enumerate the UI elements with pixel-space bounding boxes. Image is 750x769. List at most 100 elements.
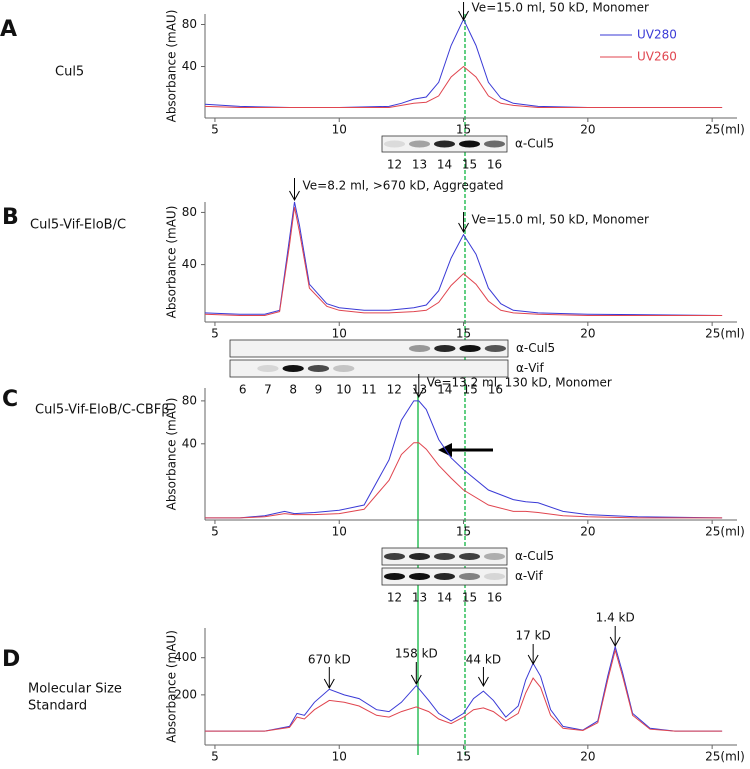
x-tick-label: 15 — [456, 123, 471, 137]
blot-band — [434, 345, 456, 352]
series-line — [205, 648, 723, 732]
legend-label: UV280 — [637, 28, 677, 42]
arrow-head — [527, 654, 539, 666]
x-tick-label: 5 — [211, 327, 219, 341]
y-tick-label: 80 — [182, 393, 197, 407]
blot-band — [409, 573, 430, 580]
blot-band — [484, 345, 506, 352]
lane-label: 16 — [488, 383, 503, 397]
annotation-text: 1.4 kD — [596, 611, 635, 625]
annotation-text: 670 kD — [308, 653, 351, 667]
y-tick-label: 80 — [182, 205, 197, 219]
blot-band — [384, 553, 405, 560]
annotation-arrow — [323, 667, 335, 690]
blot-band — [459, 573, 480, 580]
lane-label: 8 — [289, 383, 297, 397]
x-tick-label: 10 — [332, 750, 347, 764]
blot-band — [408, 345, 431, 352]
blot-strip — [229, 359, 509, 378]
x-tick-label: 15 — [456, 327, 471, 341]
lane-label: 12 — [387, 158, 402, 172]
blot-band — [459, 553, 480, 560]
lane-label: 16 — [487, 158, 502, 172]
arrow-head — [410, 674, 422, 686]
lane-label: 14 — [437, 383, 452, 397]
x-tick-label: 20 — [580, 327, 595, 341]
x-tick-label: 20 — [580, 123, 595, 137]
y-axis-label: Absorbance (mAU) — [165, 630, 179, 743]
lane-label: 6 — [239, 383, 247, 397]
x-tick-label: 10 — [332, 327, 347, 341]
panel-name: Cul5-Vif-EloB/C — [30, 218, 126, 233]
blot-label: α-Vif — [516, 361, 545, 375]
lane-label: 15 — [462, 591, 477, 605]
lane-label: 14 — [437, 591, 452, 605]
annotation-text: Ve=13.2 ml, 130 kD, Monomer — [427, 376, 612, 390]
lane-label: 13 — [412, 591, 427, 605]
blot-band — [409, 140, 430, 148]
blot-band — [484, 140, 505, 148]
annotation-text: Ve=15.0 ml, 50 kD, Monomer — [472, 1, 650, 15]
arrow-head — [609, 636, 621, 648]
lane-label: 11 — [361, 383, 376, 397]
x-tick-label: 10 — [332, 123, 347, 137]
lane-label: 12 — [387, 383, 402, 397]
x-tick-label: 5 — [211, 750, 219, 764]
blot-band — [282, 365, 304, 372]
y-tick-label: 80 — [182, 17, 197, 31]
y-tick-label: 200 — [174, 687, 197, 701]
blot-band — [307, 365, 330, 372]
annotation-arrow — [609, 626, 621, 648]
annotation-text: Ve=8.2 ml, >670 kD, Aggregated — [302, 179, 503, 193]
x-tick-label: 25(ml) — [705, 327, 745, 341]
lane-label: 13 — [412, 158, 427, 172]
arrow-head — [413, 387, 425, 399]
legend-label: UV260 — [637, 50, 677, 64]
arrow-head — [477, 676, 489, 688]
series-line — [205, 400, 723, 519]
lane-label: 15 — [462, 383, 477, 397]
lane-label: 16 — [487, 591, 502, 605]
annotation-arrow — [527, 644, 539, 666]
series-line — [204, 65, 723, 108]
panel-name: Molecular Size — [28, 682, 122, 697]
blot-strip — [229, 339, 509, 358]
annotation-text: 44 kD — [466, 653, 501, 667]
blot-band — [384, 573, 405, 580]
blot-band — [484, 573, 505, 580]
annotation-text: Ve=15.0 ml, 50 kD, Monomer — [472, 213, 650, 227]
panel-label: C — [2, 387, 18, 412]
annotation-arrow — [458, 212, 469, 234]
blot-label: α-Vif — [515, 569, 544, 583]
y-tick-label: 40 — [182, 436, 197, 450]
annotation-text: 158 kD — [395, 647, 438, 661]
lane-label: 7 — [264, 383, 272, 397]
x-tick-label: 25(ml) — [705, 750, 745, 764]
annotation-arrow — [413, 374, 425, 399]
x-tick-label: 10 — [332, 525, 347, 539]
x-tick-label: 15 — [456, 525, 471, 539]
x-tick-label: 15 — [456, 750, 471, 764]
x-tick-label: 5 — [211, 123, 219, 137]
panel-label: B — [2, 205, 19, 230]
annotation-text: 17 kD — [516, 629, 551, 643]
x-tick-label: 20 — [580, 750, 595, 764]
arrow-head — [323, 678, 335, 690]
lane-label: 12 — [387, 591, 402, 605]
arrow-head — [458, 10, 469, 22]
y-tick-label: 40 — [182, 257, 197, 271]
annotation-arrow — [289, 178, 300, 202]
blot-label: α-Cul5 — [515, 549, 554, 563]
arrow-head — [289, 190, 300, 202]
x-tick-label: 5 — [211, 525, 219, 539]
panel-label: D — [2, 647, 20, 672]
series-line — [204, 201, 723, 316]
panel-label: A — [0, 17, 17, 42]
blot-band — [459, 140, 480, 148]
blot-band — [257, 365, 279, 372]
blot-band — [434, 553, 455, 560]
panel-name: Standard — [28, 699, 87, 714]
lane-label: 14 — [437, 158, 452, 172]
x-tick-label: 20 — [580, 525, 595, 539]
annotation-arrow — [458, 2, 469, 22]
